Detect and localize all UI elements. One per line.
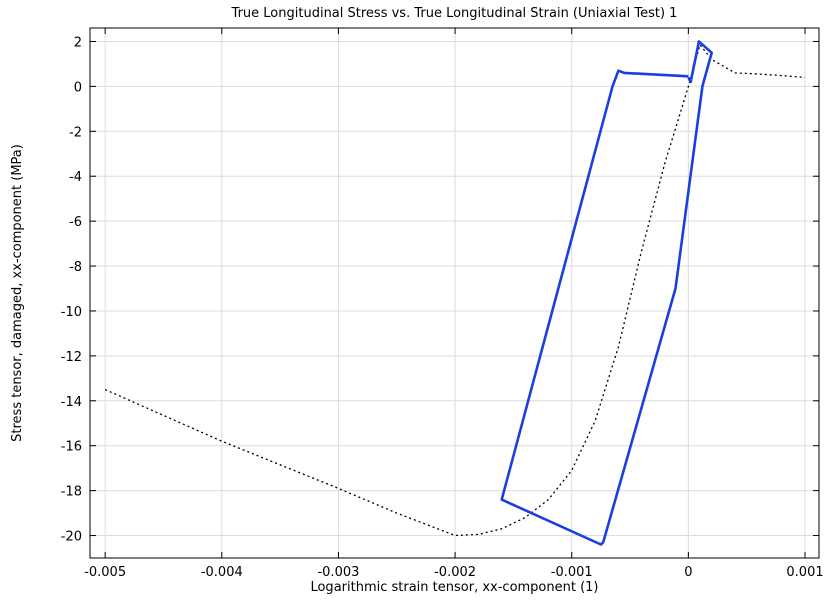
- series-line-dotted: [104, 44, 806, 537]
- y-tick-label: -18: [61, 485, 82, 500]
- x-tick-label: 0.001: [786, 565, 823, 580]
- y-tick-label: -10: [61, 305, 82, 320]
- y-tick-label: -20: [61, 530, 82, 545]
- y-tick-label: 0: [74, 80, 82, 95]
- plot-area: [104, 40, 806, 546]
- y-tick-label: -8: [69, 260, 82, 275]
- y-tick-label: 2: [74, 35, 82, 50]
- y-tick-label: -12: [61, 350, 82, 365]
- plot-frame: [89, 27, 820, 559]
- x-axis-label: Logarithmic strain tensor, xx-component …: [310, 580, 598, 595]
- y-tick-label: -14: [61, 395, 82, 410]
- x-tick-label: -0.001: [551, 565, 593, 580]
- y-axis-label: Stress tensor, damaged, xx-component (MP…: [10, 144, 25, 442]
- axis-ticks: -0.005 -0.004 -0.003 -0.002 -0.001 0 0.001 2 0 -2…: [61, 28, 824, 580]
- y-tick-label: -16: [61, 440, 82, 455]
- x-tick-label: -0.002: [434, 565, 476, 580]
- y-tick-label: -6: [69, 215, 82, 230]
- y-tick-label: -2: [69, 125, 82, 140]
- x-tick-label: -0.005: [84, 565, 126, 580]
- x-tick-label: 0: [684, 565, 692, 580]
- chart-title: True Longitudinal Stress vs. True Longit…: [231, 6, 678, 21]
- y-tick-label: -4: [69, 170, 82, 185]
- x-tick-label: -0.003: [317, 565, 359, 580]
- series-line-solid: [500, 40, 714, 546]
- x-tick-label: -0.004: [201, 565, 243, 580]
- grid: [90, 28, 819, 558]
